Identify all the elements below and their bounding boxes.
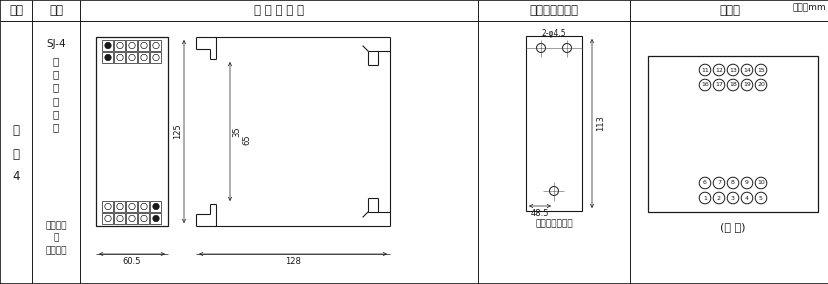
Circle shape xyxy=(152,215,159,222)
Text: 125: 125 xyxy=(173,124,182,139)
Bar xyxy=(114,213,125,224)
Bar xyxy=(138,201,149,212)
Bar xyxy=(127,201,137,212)
Text: 线: 线 xyxy=(53,122,59,132)
Text: 1: 1 xyxy=(702,195,706,201)
Text: 128: 128 xyxy=(285,257,301,266)
Text: 9: 9 xyxy=(744,181,748,185)
Text: 17: 17 xyxy=(715,82,722,87)
Bar xyxy=(127,213,137,224)
Bar xyxy=(114,40,125,51)
Bar xyxy=(138,213,149,224)
Circle shape xyxy=(152,203,159,210)
Text: SJ-4: SJ-4 xyxy=(46,39,65,49)
Text: 20: 20 xyxy=(756,82,764,87)
Text: 15: 15 xyxy=(756,68,764,72)
Text: 35: 35 xyxy=(232,126,241,137)
Bar xyxy=(96,37,168,226)
Text: 48.5: 48.5 xyxy=(530,209,549,218)
Text: 螺钉安装开孔图: 螺钉安装开孔图 xyxy=(535,219,572,228)
Text: 113: 113 xyxy=(595,116,604,131)
Bar xyxy=(138,52,149,63)
Text: 图号: 图号 xyxy=(9,4,23,17)
Bar xyxy=(103,213,113,224)
Text: 出: 出 xyxy=(53,69,59,79)
Bar xyxy=(647,56,817,212)
Text: 65: 65 xyxy=(242,134,251,145)
Text: 螺钉安装: 螺钉安装 xyxy=(46,247,67,256)
Text: 式: 式 xyxy=(53,82,59,92)
Text: 卡轨安装: 卡轨安装 xyxy=(46,222,67,231)
Bar xyxy=(114,52,125,63)
Text: 单位：mm: 单位：mm xyxy=(792,3,825,12)
Text: 3: 3 xyxy=(730,195,734,201)
Text: 19: 19 xyxy=(742,82,750,87)
Bar xyxy=(103,40,113,51)
Text: 接: 接 xyxy=(53,109,59,119)
Bar xyxy=(114,201,125,212)
Text: 安装开孔尺寸图: 安装开孔尺寸图 xyxy=(529,4,578,17)
Bar xyxy=(151,52,161,63)
Text: 13: 13 xyxy=(728,68,736,72)
Bar xyxy=(151,201,161,212)
Text: 外 形 尺 寸 图: 外 形 尺 寸 图 xyxy=(253,4,304,17)
Text: 结构: 结构 xyxy=(49,4,63,17)
Text: 12: 12 xyxy=(715,68,722,72)
Text: 14: 14 xyxy=(742,68,750,72)
Bar xyxy=(138,40,149,51)
Bar xyxy=(127,40,137,51)
Text: 前: 前 xyxy=(53,96,59,106)
Text: 2: 2 xyxy=(716,195,720,201)
Text: 或: 或 xyxy=(53,233,59,243)
Circle shape xyxy=(104,42,111,49)
Text: 60.5: 60.5 xyxy=(123,257,141,266)
Text: 附
图
4: 附 图 4 xyxy=(12,124,20,183)
Text: 7: 7 xyxy=(716,181,720,185)
Circle shape xyxy=(104,54,111,61)
Text: 凸: 凸 xyxy=(53,56,59,66)
Bar xyxy=(127,52,137,63)
Bar xyxy=(103,52,113,63)
Text: 18: 18 xyxy=(729,82,736,87)
Text: 11: 11 xyxy=(700,68,708,72)
Text: 10: 10 xyxy=(756,181,764,185)
Text: 6: 6 xyxy=(702,181,706,185)
Text: 2-φ4.5: 2-φ4.5 xyxy=(541,28,566,37)
Bar xyxy=(151,40,161,51)
Bar xyxy=(151,213,161,224)
Bar xyxy=(525,36,581,211)
Bar xyxy=(103,201,113,212)
Text: 8: 8 xyxy=(730,181,734,185)
Text: 5: 5 xyxy=(758,195,762,201)
Text: 端子图: 端子图 xyxy=(718,4,739,17)
Text: 16: 16 xyxy=(700,82,708,87)
Text: 4: 4 xyxy=(744,195,748,201)
Text: (正 视): (正 视) xyxy=(720,222,745,232)
